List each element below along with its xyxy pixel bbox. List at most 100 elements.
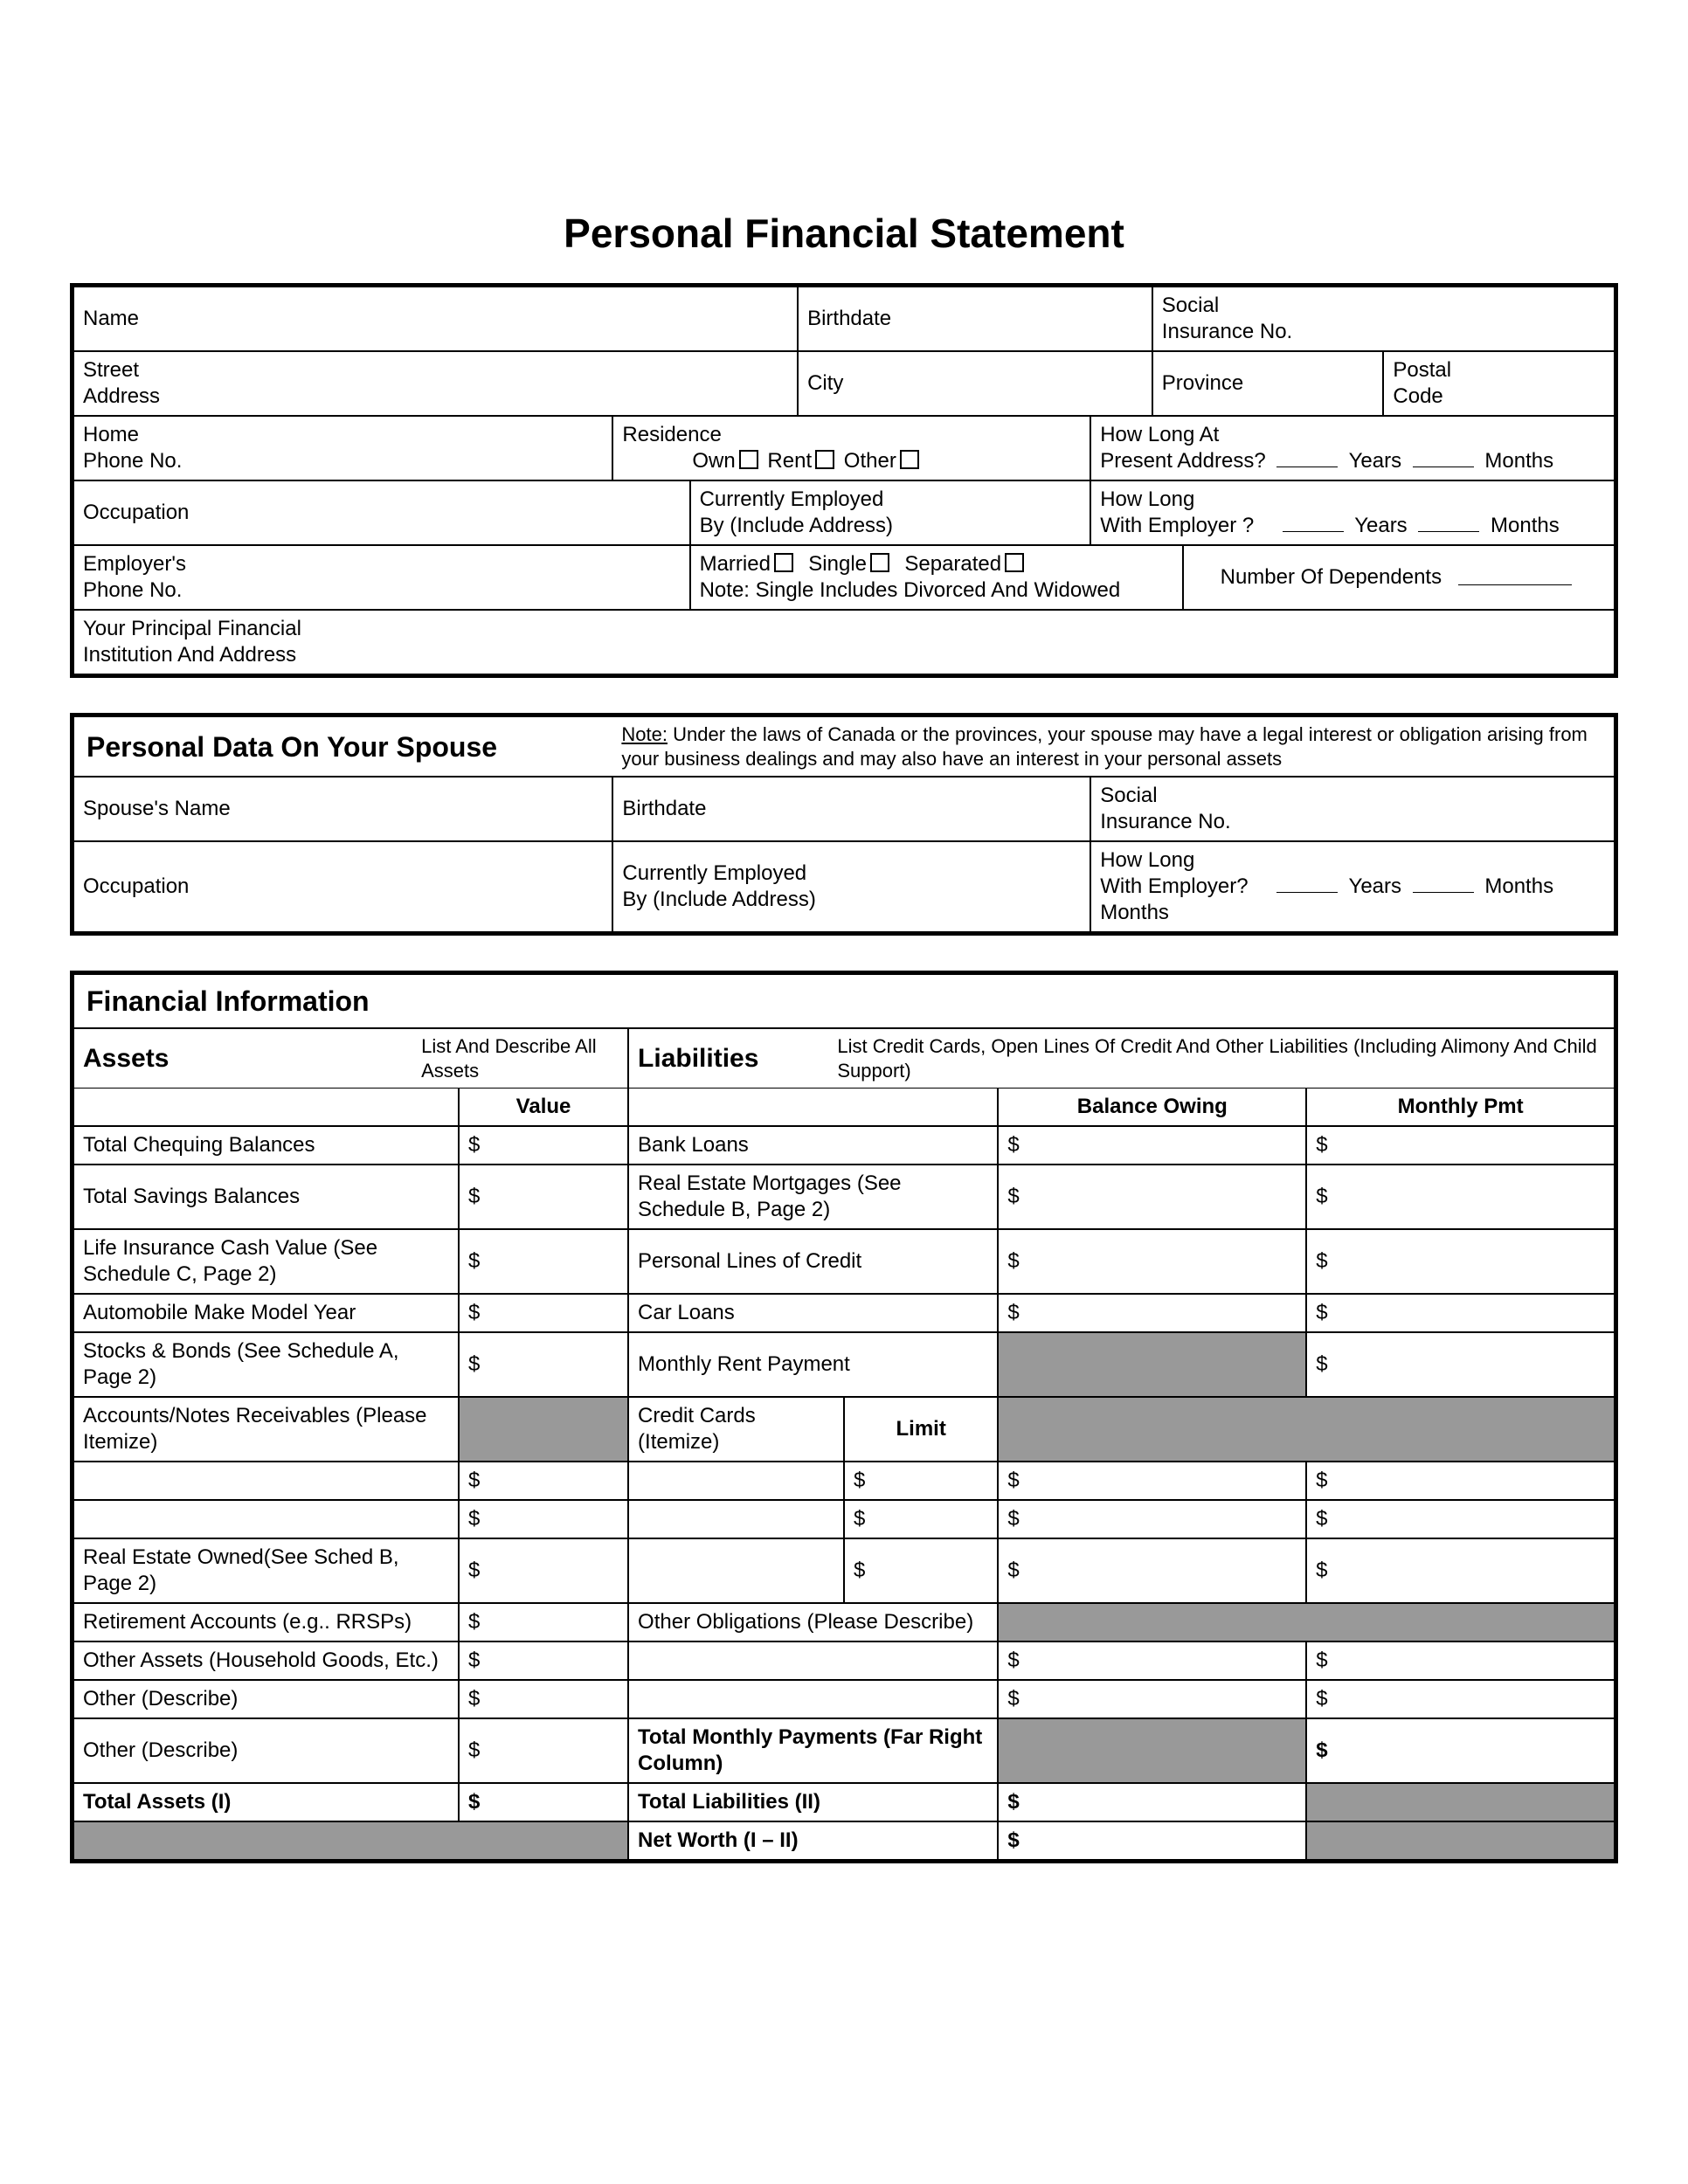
spouse-birthdate-field[interactable]: Birthdate <box>612 777 1090 841</box>
cc-name[interactable] <box>628 1500 844 1538</box>
other-res-checkbox[interactable] <box>900 450 919 469</box>
total-assets-value[interactable]: $ <box>459 1783 628 1821</box>
spouse-sin-field[interactable]: Social Insurance No. <box>1090 777 1615 841</box>
dollar-cell[interactable]: $ <box>459 1462 628 1500</box>
spouse-sin-label-1: Social <box>1100 783 1605 809</box>
dependents-label: Number Of Dependents <box>1221 564 1442 591</box>
shaded-cell <box>998 1718 1306 1783</box>
dollar-cell[interactable]: $ <box>1306 1229 1615 1294</box>
limit-cell[interactable]: $ <box>844 1500 998 1538</box>
spouse-section: Personal Data On Your Spouse Note: Under… <box>70 713 1618 936</box>
single-checkbox[interactable] <box>870 553 889 572</box>
marital-status-field[interactable]: Married Single Separated Note: Single In… <box>690 545 1183 610</box>
limit-cell[interactable]: $ <box>844 1538 998 1603</box>
dollar-cell[interactable]: $ <box>459 1229 628 1294</box>
dollar-cell[interactable]: $ <box>459 1294 628 1332</box>
limit-cell[interactable]: $ <box>844 1462 998 1500</box>
dollar-cell[interactable]: $ <box>998 1294 1306 1332</box>
dollar-cell[interactable]: $ <box>998 1500 1306 1538</box>
spouse-months-blank[interactable] <box>1413 877 1474 893</box>
dollar-cell[interactable]: $ <box>1306 1294 1615 1332</box>
spouse-name-field[interactable]: Spouse's Name <box>73 777 612 841</box>
dollar-cell[interactable]: $ <box>1306 1538 1615 1603</box>
dollar-cell[interactable]: $ <box>1306 1680 1615 1718</box>
spouse-occupation-field[interactable]: Occupation <box>73 841 612 932</box>
spouse-emp-label-1: Currently Employed <box>622 860 1081 887</box>
dollar-cell[interactable]: $ <box>1306 1332 1615 1397</box>
liab-row: Other Obligations (Please Describe) <box>628 1603 998 1641</box>
dependents-field[interactable]: Number Of Dependents <box>1183 545 1615 610</box>
spouse-employer-field[interactable]: Currently Employed By (Include Address) <box>612 841 1090 932</box>
dollar-cell[interactable]: $ <box>459 1641 628 1680</box>
emp-months-label: Months <box>1491 514 1560 537</box>
dollar-cell[interactable]: $ <box>998 1641 1306 1680</box>
own-checkbox[interactable] <box>739 450 758 469</box>
employer-label-1: Currently Employed <box>700 487 1082 513</box>
liab-blank[interactable] <box>628 1680 998 1718</box>
postal-label-1: Postal <box>1393 357 1605 384</box>
dollar-cell[interactable]: $ <box>459 1538 628 1603</box>
months-blank[interactable] <box>1413 452 1474 467</box>
total-monthly-value[interactable]: $ <box>1306 1718 1615 1783</box>
dollar-cell[interactable]: $ <box>459 1718 628 1783</box>
dollar-cell[interactable]: $ <box>998 1538 1306 1603</box>
liab-blank[interactable] <box>628 1641 998 1680</box>
dollar-cell[interactable]: $ <box>998 1126 1306 1165</box>
employer-label-2: By (Include Address) <box>700 513 1082 539</box>
city-field[interactable]: City <box>798 351 1152 416</box>
spouse-how-long-field[interactable]: How Long With Employer? Years Months Mon… <box>1090 841 1615 932</box>
how-long-employer-field[interactable]: How Long With Employer ? Years Months <box>1090 480 1615 545</box>
name-field[interactable]: Name <box>73 287 798 351</box>
total-liab-value[interactable]: $ <box>998 1783 1306 1821</box>
dollar-cell[interactable]: $ <box>1306 1462 1615 1500</box>
province-field[interactable]: Province <box>1152 351 1384 416</box>
dollar-cell[interactable]: $ <box>459 1332 628 1397</box>
dollar-cell[interactable]: $ <box>1306 1165 1615 1229</box>
asset-row: Stocks & Bonds (See Schedule A, Page 2) <box>73 1332 459 1397</box>
page-title: Personal Financial Statement <box>70 210 1618 257</box>
single-label: Single <box>808 552 867 576</box>
dollar-cell[interactable]: $ <box>459 1603 628 1641</box>
dollar-cell[interactable]: $ <box>998 1680 1306 1718</box>
rent-checkbox[interactable] <box>815 450 834 469</box>
dollar-cell[interactable]: $ <box>998 1165 1306 1229</box>
how-long-address-field[interactable]: How Long At Present Address? Years Month… <box>1090 416 1615 480</box>
institution-field[interactable]: Your Principal Financial Institution And… <box>73 610 1615 674</box>
married-checkbox[interactable] <box>774 553 793 572</box>
dollar-cell[interactable]: $ <box>998 1229 1306 1294</box>
cc-name[interactable] <box>628 1538 844 1603</box>
spouse-note-text: Under the laws of Canada or the province… <box>621 723 1588 770</box>
emp-years-blank[interactable] <box>1283 516 1344 532</box>
home-phone-field[interactable]: Home Phone No. <box>73 416 612 480</box>
how-long-emp-label-1: How Long <box>1100 487 1605 513</box>
dollar-cell[interactable]: $ <box>459 1500 628 1538</box>
asset-blank[interactable] <box>73 1462 459 1500</box>
cc-name[interactable] <box>628 1462 844 1500</box>
residence-field[interactable]: Residence Own Rent Other <box>612 416 1090 480</box>
monthly-pmt-header: Monthly Pmt <box>1306 1088 1615 1126</box>
spouse-howlong-label-2: With Employer? <box>1100 874 1248 898</box>
dollar-cell[interactable]: $ <box>459 1165 628 1229</box>
employer-phone-field[interactable]: Employer's Phone No. <box>73 545 690 610</box>
occupation-field[interactable]: Occupation <box>73 480 690 545</box>
street-field[interactable]: Street Address <box>73 351 798 416</box>
sin-field[interactable]: Social Insurance No. <box>1152 287 1615 351</box>
dollar-cell[interactable]: $ <box>459 1126 628 1165</box>
dollar-cell[interactable]: $ <box>998 1462 1306 1500</box>
asset-row: Real Estate Owned(See Sched B, Page 2) <box>73 1538 459 1603</box>
asset-blank[interactable] <box>73 1500 459 1538</box>
spouse-emp-label-2: By (Include Address) <box>622 887 1081 913</box>
dollar-cell[interactable]: $ <box>459 1680 628 1718</box>
spouse-years-blank[interactable] <box>1276 877 1338 893</box>
dollar-cell[interactable]: $ <box>1306 1126 1615 1165</box>
separated-checkbox[interactable] <box>1005 553 1024 572</box>
dependents-blank[interactable] <box>1458 570 1572 585</box>
years-blank[interactable] <box>1276 452 1338 467</box>
emp-months-blank[interactable] <box>1418 516 1479 532</box>
net-worth-value[interactable]: $ <box>998 1821 1306 1860</box>
employer-field[interactable]: Currently Employed By (Include Address) <box>690 480 1091 545</box>
dollar-cell[interactable]: $ <box>1306 1641 1615 1680</box>
dollar-cell[interactable]: $ <box>1306 1500 1615 1538</box>
postal-field[interactable]: Postal Code <box>1383 351 1615 416</box>
birthdate-field[interactable]: Birthdate <box>798 287 1152 351</box>
